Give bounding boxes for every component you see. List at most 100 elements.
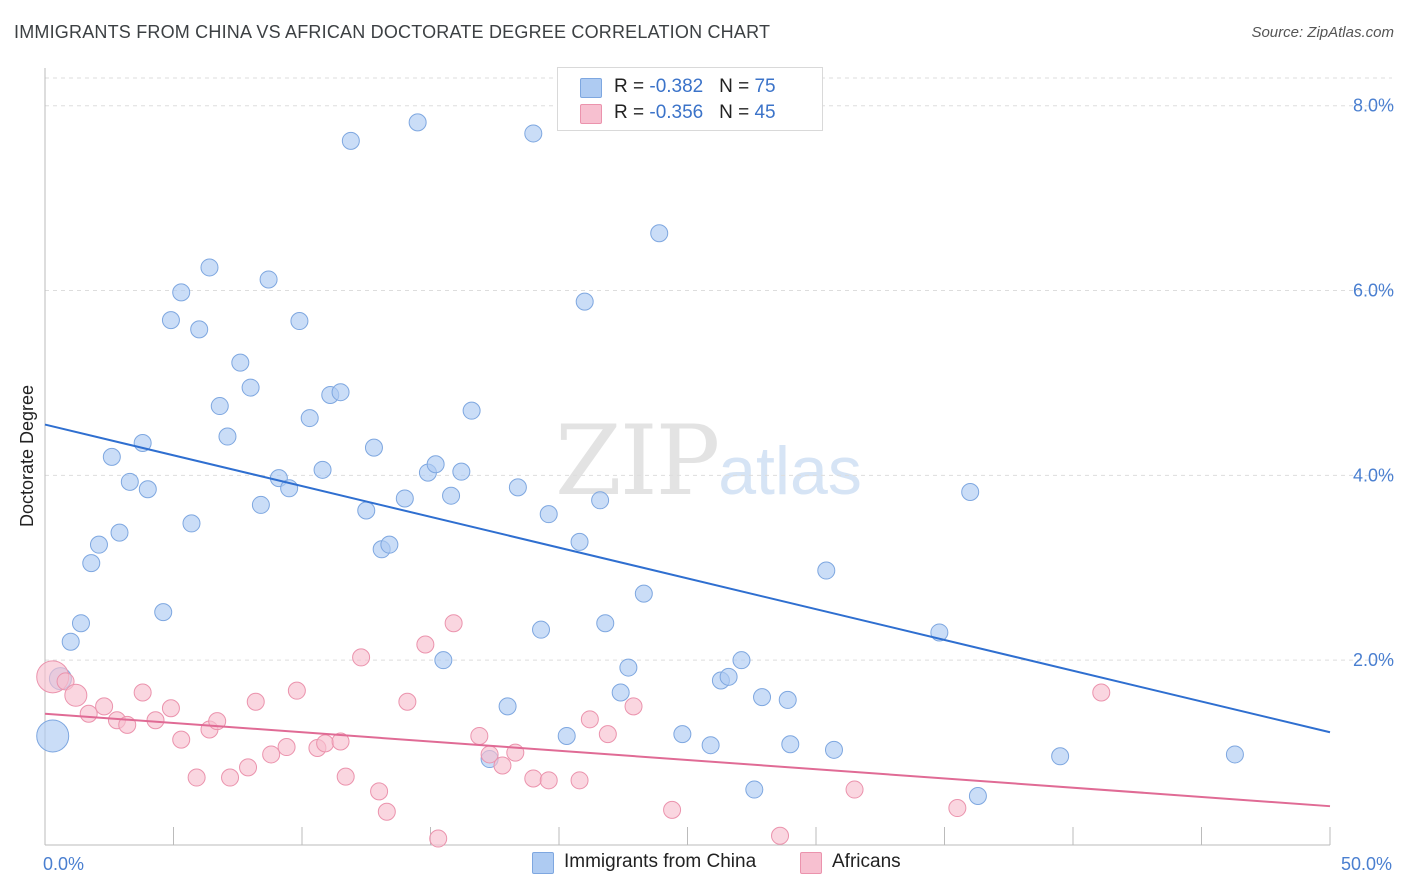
- bottom-china-swatch: [532, 852, 554, 874]
- africans-point: [246, 692, 265, 711]
- africans-point: [598, 725, 617, 744]
- china-point: [557, 726, 576, 745]
- china-point: [781, 735, 800, 754]
- africans-point: [580, 710, 599, 729]
- china-point: [357, 501, 376, 520]
- africans-point: [771, 826, 790, 845]
- africans-point: [948, 799, 967, 818]
- africans-point: [444, 614, 463, 633]
- china-point: [395, 489, 414, 508]
- china-point: [231, 353, 250, 372]
- africans-point: [262, 745, 281, 764]
- africans-swatch: [580, 104, 602, 124]
- china-point: [210, 397, 229, 416]
- x-tick-label: 50.0%: [1341, 854, 1392, 874]
- africans-point: [172, 730, 191, 749]
- china-point: [251, 495, 270, 514]
- watermark: ZIPatlas: [555, 405, 862, 517]
- africans-n-label: N =: [719, 102, 755, 123]
- china-n-label: N =: [719, 76, 755, 97]
- point-layer: [36, 104, 1244, 848]
- africans-point: [416, 635, 435, 654]
- africans-point: [398, 692, 417, 711]
- watermark-zip: ZIP: [555, 405, 720, 517]
- china-point: [102, 447, 121, 466]
- africans-point: [429, 829, 448, 848]
- grid-layer: [45, 77, 1392, 661]
- africans-point: [470, 726, 489, 745]
- bottom-africans-label: Africans: [832, 851, 901, 872]
- china-point: [331, 383, 350, 402]
- china-point: [190, 320, 209, 339]
- africans-point: [539, 771, 558, 790]
- y-tick-label: 8.0%: [1353, 96, 1394, 116]
- africans-point: [221, 768, 240, 787]
- y-tick-label: 4.0%: [1353, 465, 1394, 485]
- china-point: [701, 736, 720, 755]
- china-r-value: -0.382: [649, 76, 704, 97]
- china-point: [218, 427, 237, 446]
- africans-point: [493, 756, 512, 775]
- china-point: [442, 486, 461, 505]
- china-point: [817, 561, 836, 580]
- china-point: [1051, 747, 1070, 766]
- bottom-africans-swatch: [800, 852, 822, 874]
- africans-point: [570, 771, 589, 790]
- china-point: [182, 514, 201, 533]
- africans-point: [352, 648, 371, 667]
- africans-point: [64, 683, 88, 707]
- china-point: [36, 719, 70, 753]
- china-point: [570, 532, 589, 551]
- china-point: [341, 131, 360, 150]
- africans-point: [146, 711, 165, 730]
- china-point: [161, 311, 180, 330]
- africans-point: [1092, 683, 1111, 702]
- china-trend-line: [44, 423, 1331, 734]
- china-point: [408, 113, 427, 132]
- watermark-atlas: atlas: [718, 433, 862, 509]
- china-point: [154, 603, 173, 622]
- china-point: [673, 725, 692, 744]
- y-tick-label: 2.0%: [1353, 650, 1394, 670]
- china-point: [434, 651, 453, 670]
- trend-layer: [44, 423, 1331, 808]
- china-point: [596, 614, 615, 633]
- china-point: [575, 292, 594, 311]
- africans-point: [524, 769, 543, 788]
- china-point: [1225, 745, 1244, 764]
- china-point: [172, 283, 191, 302]
- china-point: [611, 683, 630, 702]
- china-point: [290, 312, 309, 331]
- y-axis-label: Doctorate Degree: [17, 385, 37, 527]
- china-point: [619, 658, 638, 677]
- china-point: [61, 632, 80, 651]
- bottom-china-label: Immigrants from China: [564, 851, 757, 872]
- china-point: [732, 651, 751, 670]
- africans-r-label: R =: [614, 102, 650, 123]
- africans-point: [161, 699, 180, 718]
- china-point: [719, 667, 738, 686]
- africans-point: [79, 704, 98, 723]
- africans-point: [624, 697, 643, 716]
- china-n-value: 75: [754, 76, 776, 97]
- china-point: [380, 535, 399, 554]
- china-point: [452, 462, 471, 481]
- africans-trend-line: [44, 712, 1331, 808]
- africans-point: [331, 732, 350, 751]
- china-point: [462, 401, 481, 420]
- china-point: [532, 620, 551, 639]
- china-point: [82, 554, 101, 573]
- y-tick-label: 6.0%: [1353, 281, 1394, 301]
- africans-point: [845, 780, 864, 799]
- africans-point: [277, 738, 296, 757]
- chart-title: IMMIGRANTS FROM CHINA VS AFRICAN DOCTORA…: [14, 22, 771, 42]
- china-point: [300, 409, 319, 428]
- africans-point: [133, 683, 152, 702]
- china-point: [426, 455, 445, 474]
- china-point: [313, 460, 332, 479]
- china-point: [508, 478, 527, 497]
- china-point: [138, 480, 157, 499]
- china-point: [120, 472, 139, 491]
- x-tick-label: 0.0%: [43, 854, 84, 874]
